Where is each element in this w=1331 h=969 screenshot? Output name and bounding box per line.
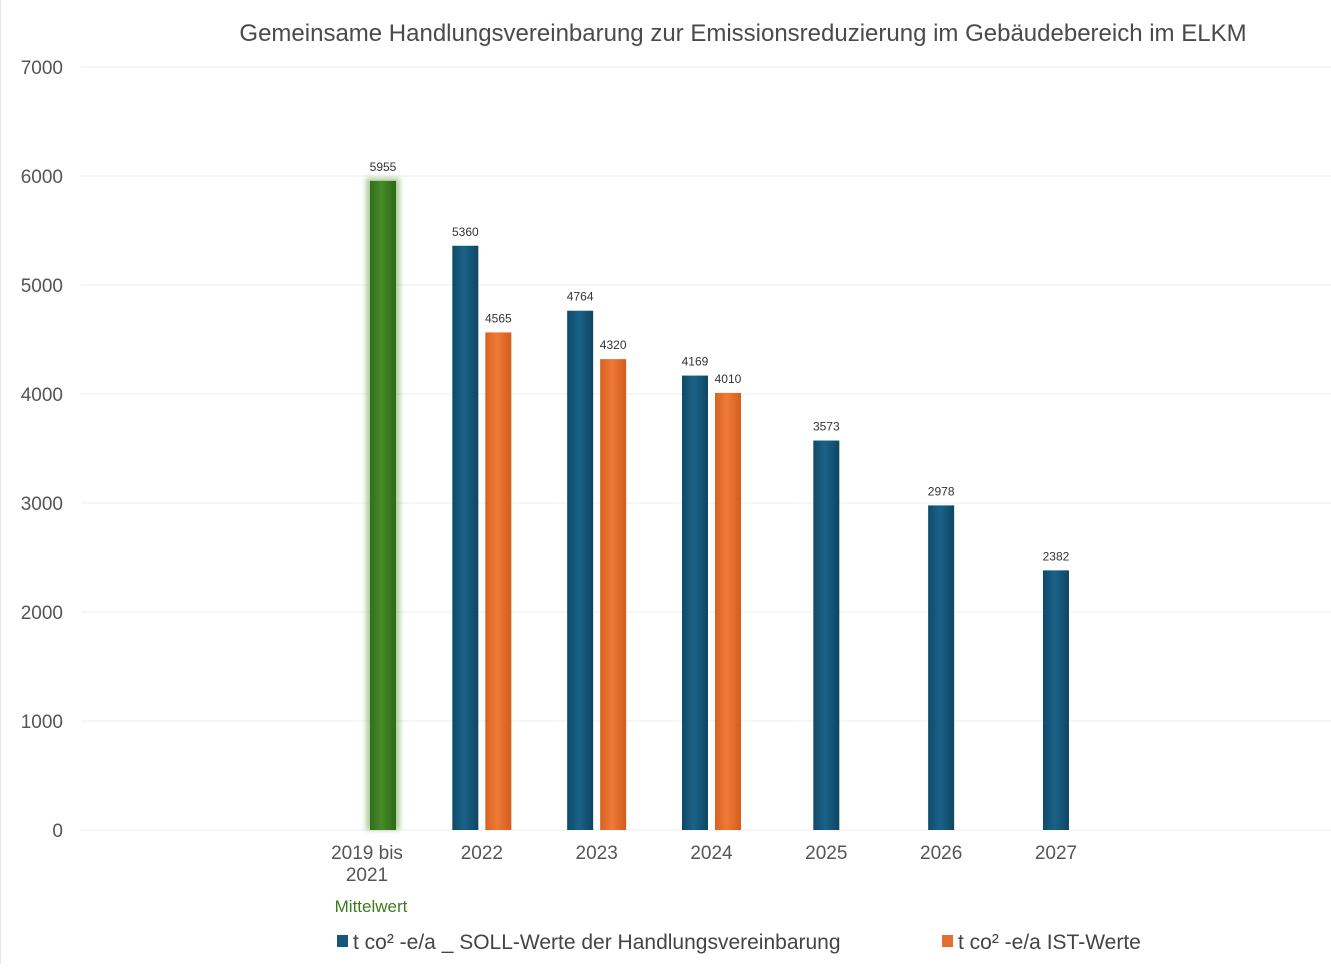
- data-label-soll-5: 2978: [928, 484, 955, 498]
- x-tick-label-1: 2022: [461, 843, 503, 864]
- x-tick-note-mittelwert: Mittelwert: [335, 897, 408, 916]
- data-label-soll-2: 4764: [567, 290, 594, 304]
- bar-ist-2022: [485, 332, 512, 830]
- data-label-soll-4: 3573: [813, 420, 840, 434]
- x-tick-label-6: 2027: [1035, 843, 1077, 864]
- bar-mittelwert-2019-bis-2021: [370, 180, 396, 830]
- bars: [366, 177, 1069, 830]
- legend-swatch-soll: [337, 935, 348, 947]
- bar-soll-2027: [1042, 570, 1069, 830]
- bar-soll-2025: [813, 440, 840, 830]
- data-label-soll-6: 2382: [1043, 549, 1070, 563]
- x-tick-label-4: 2025: [805, 843, 847, 864]
- y-axis: 0 1000 2000 3000 4000 5000 6000 7000: [21, 58, 63, 842]
- y-tick-label-7000: 7000: [21, 58, 63, 79]
- y-tick-label-0: 0: [52, 821, 63, 842]
- data-label-soll-0: 5955: [370, 160, 397, 174]
- bar-soll-2024: [681, 375, 708, 830]
- data-labels: 5955 5360 4565 4764 4320 4169 4010 3573 2978 2382: [370, 160, 1070, 563]
- data-label-ist-3: 4010: [715, 372, 742, 386]
- data-label-ist-1: 4565: [485, 311, 512, 325]
- legend-swatch-ist: [942, 935, 953, 947]
- data-label-soll-3: 4169: [682, 355, 709, 369]
- bar-soll-2023: [567, 310, 594, 830]
- y-tick-label-1000: 1000: [21, 712, 63, 733]
- x-axis: 2019 bis 2021 2022 2023 2024 2025 2026 2027 Mitt…: [331, 843, 1077, 916]
- bar-soll-2022: [452, 245, 479, 830]
- bar-soll-2026: [928, 505, 955, 830]
- x-tick-label-3: 2024: [690, 843, 733, 864]
- x-tick-label-2: 2023: [576, 843, 618, 864]
- data-label-ist-2: 4320: [600, 338, 627, 352]
- x-tick-label-5: 2026: [920, 843, 962, 864]
- bar-ist-2023: [600, 359, 627, 830]
- x-tick-label-0: 2019 bis 2021: [331, 843, 403, 886]
- chart-title: Gemeinsame Handlungsvereinbarung zur Emi…: [239, 20, 1246, 47]
- legend: t co² -e/a _ SOLL-Werte der Handlungsver…: [337, 931, 1141, 954]
- data-label-soll-1: 5360: [452, 225, 479, 239]
- legend-label-ist: t co² -e/a IST-Werte: [958, 931, 1141, 954]
- y-tick-label-6000: 6000: [21, 167, 63, 188]
- bar-ist-2024: [714, 392, 741, 830]
- y-tick-label-3000: 3000: [21, 494, 63, 515]
- y-tick-label-5000: 5000: [21, 276, 63, 297]
- y-tick-label-4000: 4000: [21, 385, 63, 406]
- legend-label-soll: t co² -e/a _ SOLL-Werte der Handlungsver…: [353, 931, 841, 954]
- y-tick-label-2000: 2000: [21, 603, 63, 624]
